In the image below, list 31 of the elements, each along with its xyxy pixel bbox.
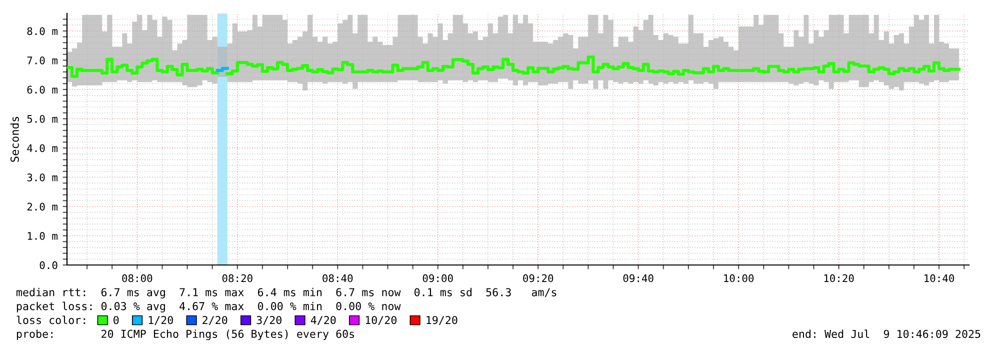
y-tick-label: 6.0 m [27, 86, 58, 94]
x-tick-label: 08:00 [122, 274, 152, 282]
legend-label: 3/20 [256, 316, 282, 325]
text: probe: 20 ICMP Echo Pings (56 Bytes) every 60s [16, 330, 354, 340]
legend-title: loss color: [16, 316, 86, 324]
y-tick-label: 7.0 m [27, 56, 58, 64]
legend-label: 10/20 [366, 316, 396, 325]
x-tick-label: 09:20 [523, 274, 554, 282]
x-tick-label: 09:00 [422, 274, 453, 282]
legend-label: 19/20 [426, 316, 458, 325]
text: end: Wed Jul 9 10:46:09 2025 [792, 330, 980, 338]
x-tick-label: 09:40 [623, 274, 654, 282]
legend-label: 2/20 [202, 316, 228, 325]
y-tick-label: 5.0 m [27, 114, 58, 123]
y-axis-title: Seconds [10, 116, 19, 162]
legend-label: 0 [114, 316, 119, 324]
text: packet loss: 0.03 % avg 4.67 % max 0.00 % min 0.00 % now [16, 302, 401, 312]
legend-label: 1/20 [148, 316, 173, 325]
y-tick-label: 2.0 m [27, 202, 58, 211]
y-tick-label: 1.0 m [28, 232, 58, 240]
y-tick-label: 8.0 m [27, 27, 58, 36]
x-tick-label: 10:00 [724, 274, 754, 282]
x-tick-label: 10:20 [824, 274, 854, 282]
legend-label: 4/20 [310, 316, 336, 325]
text: median rtt: 6.7 ms avg 7.1 ms max 6.4 ms min 6.7 ms now 0.1 ms sd 56.3 am/s [16, 288, 556, 298]
y-tick-label: 3.0 m [27, 173, 58, 182]
x-tick-label: 08:40 [322, 274, 353, 282]
y-tick-label: 0.0 [40, 261, 58, 270]
x-tick-label: 10:40 [924, 274, 954, 282]
y-tick-label: 4.0 m [27, 144, 58, 152]
x-tick-label: 08:20 [222, 274, 252, 282]
